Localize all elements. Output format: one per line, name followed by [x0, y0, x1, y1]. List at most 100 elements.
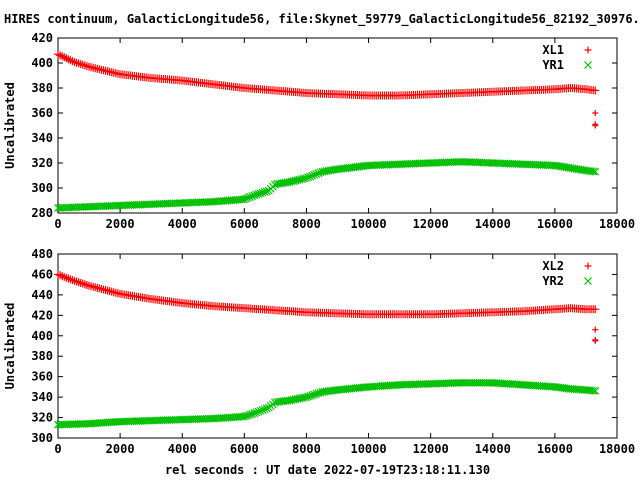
legend-marker [584, 61, 592, 69]
y-tick-label: 460 [31, 267, 53, 281]
series-XL1 [54, 50, 600, 129]
y-tick-label: 280 [31, 206, 53, 220]
data-point [58, 272, 67, 281]
outlier-point [592, 326, 599, 333]
data-point [589, 167, 598, 176]
x-tick-label: 18000 [599, 442, 635, 456]
x-tick-label: 4000 [168, 442, 197, 456]
data-point [82, 62, 91, 71]
x-tick-label: 2000 [106, 442, 135, 456]
legend-label: YR1 [542, 58, 564, 72]
data-point [74, 278, 83, 287]
y-tick-label: 320 [31, 411, 53, 425]
x-tick-label: 16000 [537, 442, 573, 456]
data-point [54, 50, 62, 59]
data-point [56, 271, 65, 280]
data-point [78, 60, 87, 69]
data-point [256, 406, 265, 415]
x-tick-label: 14000 [475, 442, 511, 456]
y-tick-label: 480 [31, 247, 53, 261]
data-point [258, 406, 267, 414]
y-tick-label: 360 [31, 370, 53, 384]
y-tick-label: 400 [31, 56, 53, 70]
data-point [80, 280, 89, 289]
data-point [304, 173, 312, 182]
data-point [78, 279, 87, 288]
data-point [240, 195, 248, 204]
data-point [72, 58, 81, 67]
data-point [58, 52, 67, 61]
data-point [252, 408, 261, 417]
x-tick-label: 8000 [292, 217, 321, 231]
x-tick-label: 2000 [106, 217, 135, 231]
legend-marker [584, 262, 592, 270]
outlier-point [592, 110, 599, 116]
legend-marker [584, 46, 592, 54]
data-point [591, 167, 600, 176]
data-point [70, 58, 79, 67]
data-point [591, 387, 600, 395]
x-tick-label: 12000 [413, 442, 449, 456]
x-tick-label: 12000 [413, 217, 449, 231]
x-tick-label: 6000 [230, 217, 259, 231]
data-point [66, 56, 75, 65]
data-point [591, 86, 600, 95]
x-tick-label: 10000 [350, 217, 386, 231]
data-point [60, 53, 69, 62]
data-point [68, 57, 77, 66]
data-point [314, 169, 323, 178]
y-tick-label: 300 [31, 181, 53, 195]
data-point [74, 59, 83, 68]
data-point [62, 273, 71, 282]
plot-frame [57, 37, 618, 214]
y-axis-label: Uncalibrated [3, 303, 17, 390]
x-tick-label: 0 [54, 217, 61, 231]
data-point [260, 405, 269, 414]
y-tick-label: 380 [31, 81, 53, 95]
data-point [302, 174, 310, 183]
data-point [68, 276, 77, 285]
data-point [262, 404, 271, 413]
data-point [248, 192, 257, 200]
outlier-point [592, 337, 599, 344]
legend-label: XL1 [542, 43, 564, 57]
y-tick-label: 420 [31, 31, 53, 45]
y-tick-label: 420 [31, 308, 53, 322]
data-point [64, 274, 73, 283]
data-point [76, 278, 85, 287]
data-point [306, 172, 315, 181]
data-point [72, 277, 81, 286]
x-tick-label: 14000 [475, 217, 511, 231]
y-tick-label: 400 [31, 329, 53, 343]
data-point [310, 170, 319, 179]
chart-title: HIRES continuum, GalacticLongitude56, fi… [4, 12, 640, 27]
chart-panel-2: 0 2000 4000 6000 8000 10000 12000 14000 16000 180… [3, 247, 635, 477]
chart-panel-1: 0 2000 4000 6000 8000 10000 12000 14000 16000 180… [3, 31, 635, 231]
y-tick-label: 340 [31, 131, 53, 145]
data-point [254, 407, 263, 416]
legend-label: XL2 [542, 259, 564, 273]
data-point [244, 193, 253, 202]
data-point [80, 61, 89, 70]
data-point [250, 409, 259, 418]
data-point [64, 55, 73, 64]
data-point [62, 54, 71, 63]
y-axis-label: Uncalibrated [3, 82, 17, 169]
y-tick-label: 340 [31, 390, 53, 404]
data-point [308, 171, 317, 180]
data-point [248, 410, 257, 418]
x-tick-label: 16000 [537, 217, 573, 231]
data-point [589, 386, 598, 395]
y-tick-label: 360 [31, 106, 53, 120]
y-tick-label: 380 [31, 349, 53, 363]
data-point [82, 280, 91, 289]
x-tick-label: 18000 [599, 217, 635, 231]
x-tick-label: 0 [54, 442, 61, 456]
y-tick-label: 320 [31, 156, 53, 170]
x-tick-label: 10000 [350, 442, 386, 456]
x-tick-label: 8000 [292, 442, 321, 456]
data-point [246, 192, 255, 201]
data-point [242, 194, 250, 203]
y-tick-label: 440 [31, 288, 53, 302]
